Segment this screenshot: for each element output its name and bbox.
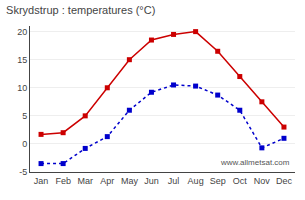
svg-text:Mar: Mar (77, 176, 93, 186)
svg-text:15: 15 (17, 55, 27, 65)
svg-text:Skrydstrup : temperatures (°C): Skrydstrup : temperatures (°C) (6, 4, 155, 16)
svg-text:Apr: Apr (100, 176, 114, 186)
svg-text:Dec: Dec (276, 176, 293, 186)
svg-text:Aug: Aug (188, 176, 204, 186)
svg-text:5: 5 (22, 111, 27, 121)
svg-text:0: 0 (22, 139, 27, 149)
svg-text:www.allmetsat.com: www.allmetsat.com (220, 158, 290, 167)
svg-text:Jan: Jan (34, 176, 49, 186)
svg-text:-5: -5 (19, 167, 27, 177)
svg-text:20: 20 (17, 27, 27, 37)
svg-text:Jun: Jun (144, 176, 159, 186)
svg-text:Sep: Sep (210, 176, 226, 186)
svg-text:10: 10 (17, 83, 27, 93)
svg-text:May: May (121, 176, 139, 186)
svg-text:Feb: Feb (55, 176, 71, 186)
svg-text:Jul: Jul (168, 176, 180, 186)
svg-text:Oct: Oct (233, 176, 248, 186)
svg-text:Nov: Nov (254, 176, 271, 186)
